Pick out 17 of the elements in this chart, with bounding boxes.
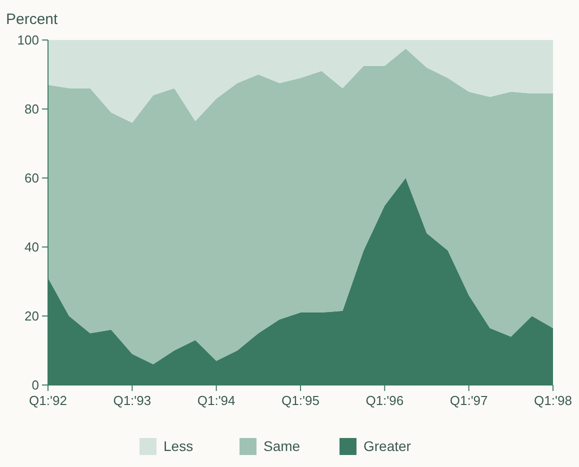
x-tick-label: Q1:'98 — [534, 393, 572, 408]
x-tick-label: Q1:'95 — [282, 393, 320, 408]
x-tick-label: Q1:'96 — [366, 393, 404, 408]
x-tick-label: Q1:'97 — [450, 393, 488, 408]
x-tick-label: Q1:'93 — [113, 393, 152, 408]
y-tick-label: 40 — [24, 240, 39, 255]
y-tick-label: 60 — [24, 170, 39, 186]
legend-label: Greater — [364, 438, 412, 454]
y-tick-label: 80 — [24, 102, 39, 117]
legend-label: Less — [164, 438, 194, 454]
legend-label: Same — [264, 438, 300, 454]
y-axis-title: Percent — [6, 11, 59, 28]
y-tick-label: 100 — [17, 32, 39, 48]
x-tick-label: Q1:'92 — [29, 393, 67, 408]
x-tick-label: Q1:'94 — [197, 393, 236, 408]
y-tick-label: 20 — [24, 308, 39, 324]
y-tick-label: 0 — [32, 378, 39, 393]
